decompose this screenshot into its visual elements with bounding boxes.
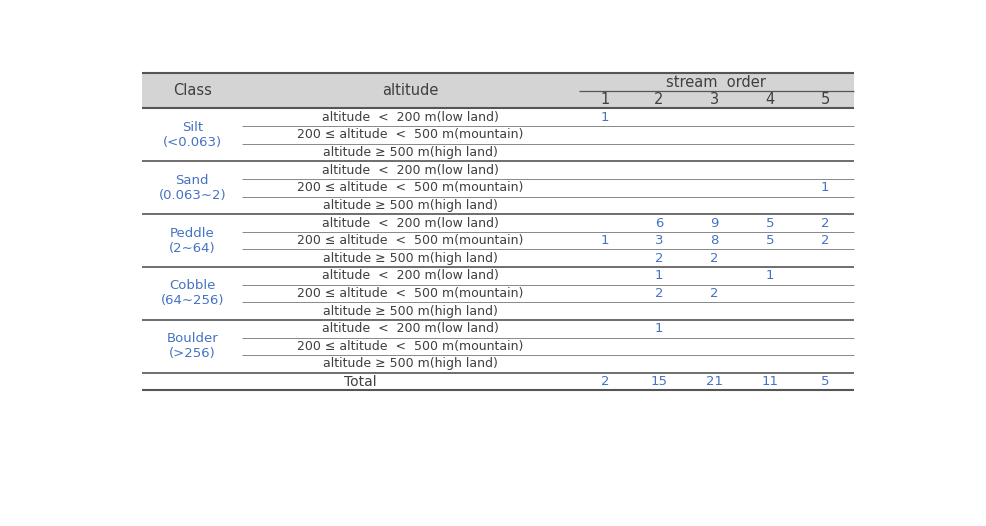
Text: 1: 1 [600,111,609,124]
Text: 11: 11 [760,375,777,388]
Text: 2: 2 [709,252,718,265]
Text: 200 ≤ altitude  <  500 m(mountain): 200 ≤ altitude < 500 m(mountain) [297,287,523,300]
Text: 15: 15 [650,375,667,388]
Text: 3: 3 [709,92,718,107]
Text: Total: Total [344,375,377,389]
Text: altitude  <  200 m(low land): altitude < 200 m(low land) [321,217,498,229]
Text: Boulder
(>256): Boulder (>256) [167,332,218,360]
Text: 200 ≤ altitude  <  500 m(mountain): 200 ≤ altitude < 500 m(mountain) [297,128,523,141]
Text: 5: 5 [765,234,773,247]
Text: 200 ≤ altitude  <  500 m(mountain): 200 ≤ altitude < 500 m(mountain) [297,181,523,194]
Text: 6: 6 [654,217,663,229]
Text: 21: 21 [705,375,722,388]
Text: 4: 4 [764,92,774,107]
Text: 2: 2 [600,375,609,388]
Text: 2: 2 [709,287,718,300]
Text: Class: Class [173,83,211,98]
Text: 9: 9 [709,217,718,229]
Text: altitude ≥ 500 m(high land): altitude ≥ 500 m(high land) [322,358,497,370]
Text: altitude ≥ 500 m(high land): altitude ≥ 500 m(high land) [322,146,497,159]
Text: 2: 2 [654,287,663,300]
Text: Peddle
(2∼64): Peddle (2∼64) [169,227,215,255]
Text: altitude  <  200 m(low land): altitude < 200 m(low land) [321,322,498,335]
Text: altitude  <  200 m(low land): altitude < 200 m(low land) [321,269,498,282]
Text: 2: 2 [654,92,663,107]
Bar [142,73,853,108]
Text: altitude ≥ 500 m(high land): altitude ≥ 500 m(high land) [322,252,497,265]
Text: 200 ≤ altitude  <  500 m(mountain): 200 ≤ altitude < 500 m(mountain) [297,340,523,353]
Text: altitude: altitude [382,83,438,98]
Text: 8: 8 [709,234,718,247]
Text: Cobble
(64∼256): Cobble (64∼256) [161,279,224,308]
Text: 1: 1 [600,234,609,247]
Text: 1: 1 [654,322,663,335]
Text: altitude  <  200 m(low land): altitude < 200 m(low land) [321,164,498,177]
Text: 1: 1 [654,269,663,282]
Text: Sand
(0.063∼2): Sand (0.063∼2) [158,174,226,202]
Text: stream  order: stream order [666,75,765,89]
Text: 3: 3 [654,234,663,247]
Text: 200 ≤ altitude  <  500 m(mountain): 200 ≤ altitude < 500 m(mountain) [297,234,523,247]
Text: altitude ≥ 500 m(high land): altitude ≥ 500 m(high land) [322,199,497,212]
Text: 5: 5 [819,92,829,107]
Text: 2: 2 [654,252,663,265]
Text: 2: 2 [820,234,828,247]
Text: 1: 1 [820,181,828,194]
Text: Silt
(<0.063): Silt (<0.063) [163,121,222,149]
Text: 1: 1 [600,92,609,107]
Text: 5: 5 [765,217,773,229]
Text: altitude ≥ 500 m(high land): altitude ≥ 500 m(high land) [322,305,497,318]
Text: 1: 1 [765,269,773,282]
Text: altitude  <  200 m(low land): altitude < 200 m(low land) [321,111,498,124]
Text: 2: 2 [820,217,828,229]
Text: 5: 5 [820,375,828,388]
